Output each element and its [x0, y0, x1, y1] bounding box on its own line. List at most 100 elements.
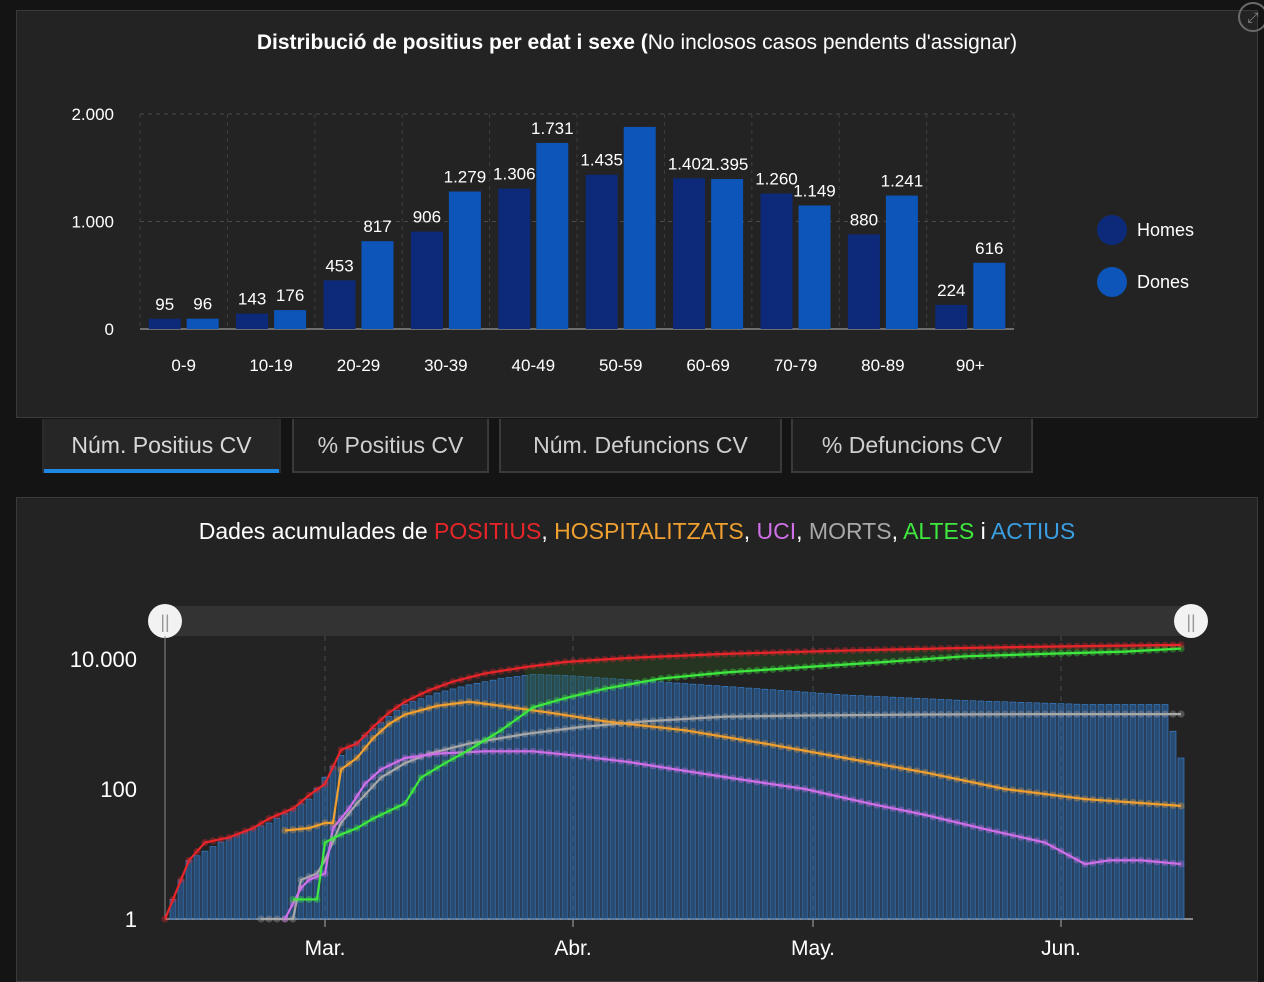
actius-bar — [193, 855, 201, 920]
expand-icon[interactable]: ⤢ — [1238, 2, 1264, 32]
bar-homes — [323, 280, 356, 329]
series-point-morts — [1153, 710, 1161, 718]
series-point-morts — [1145, 710, 1153, 718]
legend-homes[interactable]: Homes — [1097, 215, 1194, 245]
tab-pct-defuncions[interactable]: % Defuncions CV — [791, 419, 1033, 473]
series-point-altes — [553, 696, 561, 705]
series-point-morts — [681, 715, 689, 723]
series-point-hospitalitzats — [617, 719, 625, 727]
actius-bar — [921, 698, 929, 920]
series-point-uci — [873, 801, 881, 809]
series-point-positius — [777, 648, 785, 656]
series-point-altes — [561, 694, 569, 702]
bar-dones — [274, 310, 307, 329]
series-point-uci — [801, 785, 809, 793]
series-point-positius — [681, 651, 689, 660]
series-point-uci — [529, 747, 537, 755]
series-point-positius — [745, 649, 753, 657]
series-point-uci — [361, 780, 369, 788]
tab-pct-positius[interactable]: % Positius CV — [292, 419, 489, 473]
series-point-uci — [897, 806, 905, 814]
actius-bar — [313, 787, 321, 920]
series-point-morts — [705, 713, 713, 722]
series-point-positius — [505, 666, 513, 674]
series-point-uci — [881, 803, 889, 811]
series-point-hospitalitzats — [1121, 798, 1129, 806]
series-point-positius — [249, 824, 257, 832]
series-point-morts — [961, 710, 969, 718]
series-point-morts — [657, 716, 665, 724]
series-point-uci — [633, 759, 641, 767]
actius-bar — [385, 716, 393, 920]
series-point-positius — [913, 645, 921, 653]
series-point-hospitalitzats — [513, 704, 521, 712]
actius-bar — [545, 674, 553, 920]
bar-homes — [585, 174, 618, 329]
series-point-hospitalitzats — [745, 737, 753, 745]
series-point-positius — [857, 646, 865, 654]
series-point-uci — [809, 787, 817, 795]
series-point-altes — [353, 824, 361, 832]
series-point-uci — [1169, 859, 1177, 867]
series-point-hospitalitzats — [705, 730, 713, 738]
bar-value-label: 906 — [413, 208, 441, 227]
series-point-uci — [905, 808, 913, 816]
series-point-positius — [881, 646, 889, 654]
range-handle-left[interactable] — [148, 604, 182, 638]
series-point-uci — [441, 749, 449, 757]
tab-num-defuncions[interactable]: Núm. Defuncions CV — [499, 419, 782, 473]
series-point-hospitalitzats — [1129, 798, 1137, 807]
actius-bar — [657, 681, 665, 920]
series-point-hospitalitzats — [1169, 801, 1177, 809]
series-point-hospitalitzats — [841, 754, 849, 762]
bar-homes — [935, 304, 968, 329]
series-point-altes — [1105, 648, 1113, 656]
series-point-hospitalitzats — [473, 699, 481, 707]
series-point-altes — [505, 720, 513, 729]
series-point-uci — [1081, 860, 1089, 868]
series-point-hospitalitzats — [873, 760, 881, 768]
series-point-hospitalitzats — [609, 718, 617, 726]
range-handle-right[interactable] — [1174, 604, 1208, 638]
series-point-hospitalitzats — [417, 706, 425, 714]
bar-homes — [673, 178, 706, 329]
series-point-morts — [937, 710, 945, 719]
series-point-positius — [649, 653, 657, 661]
series-point-uci — [729, 774, 737, 782]
series-point-positius — [897, 645, 905, 653]
actius-bar — [1153, 704, 1161, 920]
series-point-morts — [785, 712, 793, 720]
series-point-uci — [969, 822, 977, 830]
series-point-uci — [921, 811, 929, 819]
series-point-morts — [753, 712, 761, 720]
tab-num-positius[interactable]: Núm. Positius CV — [42, 419, 281, 473]
bar-dones — [536, 142, 569, 329]
series-point-altes — [769, 665, 777, 673]
series-point-altes — [969, 652, 977, 660]
actius-bar — [585, 676, 593, 920]
series-point-altes — [1073, 649, 1081, 657]
series-point-altes — [513, 715, 521, 723]
series-point-altes — [985, 651, 993, 660]
actius-bar — [233, 834, 241, 920]
actius-bar — [1057, 703, 1065, 920]
actius-bar — [1121, 704, 1129, 920]
series-point-uci — [497, 747, 505, 755]
bar-dones — [798, 205, 831, 329]
series-point-altes — [1137, 647, 1145, 655]
series-point-uci — [1177, 860, 1185, 868]
series-point-morts — [889, 711, 897, 719]
series-point-morts — [449, 744, 457, 752]
series-point-altes — [657, 674, 665, 683]
legend-dones[interactable]: Dones — [1097, 267, 1189, 297]
series-point-uci — [1001, 829, 1009, 838]
actius-bar — [985, 700, 993, 920]
series-point-morts — [977, 710, 985, 718]
series-point-positius — [1097, 642, 1105, 650]
series-point-morts — [969, 710, 977, 718]
series-point-altes — [833, 661, 841, 669]
bar-value-label: 96 — [193, 295, 212, 314]
series-point-morts — [985, 710, 993, 718]
actius-bar — [553, 674, 561, 920]
series-point-altes — [761, 666, 769, 674]
